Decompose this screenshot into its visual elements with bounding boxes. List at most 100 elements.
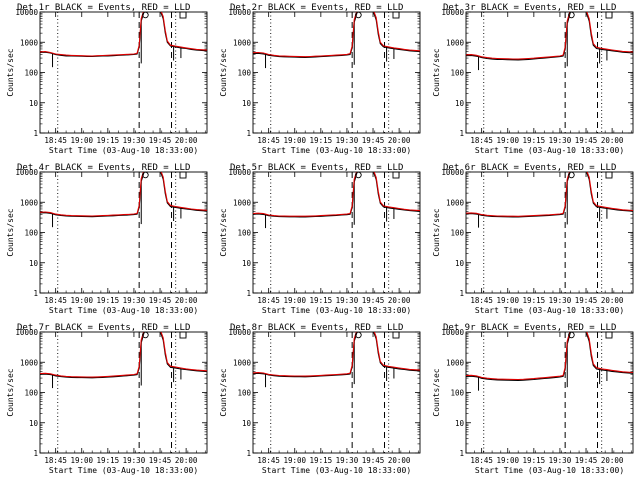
y-tick-label: 1000 [233,38,252,47]
x-tick-label: 19:15 [523,296,546,305]
x-axis-label: Start Time (03-Aug-10 18:33:00) [262,306,411,315]
x-tick-label: 19:15 [523,136,546,145]
x-tick-label: 20:00 [388,136,411,145]
x-tick-label: 19:45 [149,136,172,145]
y-tick-label: 10 [455,419,465,428]
y-tick-label: 10 [455,259,465,268]
circle-marker [355,171,362,179]
y-tick-label: 1 [33,289,38,298]
y-tick-label: 1000 [446,198,465,207]
plot-content [40,172,207,293]
x-tick-label: 19:00 [283,456,306,465]
x-tick-label: 18:45 [257,296,280,305]
detector-panel-5: Det 5r BLACK = Events, RED = LLD 1 10 100 10… [213,160,426,320]
y-tick-label: 100 [237,389,251,398]
circle-marker [142,331,149,339]
x-tick-label: 19:30 [549,296,572,305]
square-marker [392,331,400,339]
lld-series-line [466,332,633,381]
y-tick-label: 10000 [441,8,464,17]
detector-panel-4: Det 4r BLACK = Events, RED = LLD 1 10 100 10… [0,160,213,320]
events-series-line [253,12,420,58]
circle-marker [568,11,575,19]
x-axis-label: Start Time (03-Aug-10 18:33:00) [49,466,198,475]
x-tick-label: 19:30 [336,136,359,145]
lld-series-line [466,172,633,217]
y-axis-label: Counts/sec [6,208,15,256]
y-tick-label: 1000 [20,198,39,207]
x-tick-label: 19:45 [149,456,172,465]
plot-frame [465,171,634,294]
circle-marker [355,11,362,19]
x-tick-label: 19:15 [97,456,120,465]
plot-content [253,12,420,133]
x-axis-label: Start Time (03-Aug-10 18:33:00) [475,466,624,475]
panel-chart: Det 1r BLACK = Events, RED = LLD 1 10 100 10… [6,3,208,155]
x-tick-label: 18:45 [470,296,493,305]
plot-content [466,172,633,293]
plot-frame [252,331,421,454]
y-tick-label: 1000 [446,358,465,367]
panel-chart: Det 4r BLACK = Events, RED = LLD 1 10 100 10… [6,163,208,315]
lld-series-line [466,12,633,60]
panel-chart: Det 2r BLACK = Events, RED = LLD 1 10 100 10… [219,3,421,155]
x-tick-label: 20:00 [601,136,624,145]
x-tick-label: 20:00 [175,296,198,305]
x-tick-label: 20:00 [175,456,198,465]
panel-title: Det 3r BLACK = Events, RED = LLD [443,3,616,13]
x-tick-label: 19:30 [123,456,146,465]
panel-title: Det 1r BLACK = Events, RED = LLD [17,3,190,13]
x-axis-label: Start Time (03-Aug-10 18:33:00) [49,146,198,155]
panel-title: Det 6r BLACK = Events, RED = LLD [443,163,616,173]
y-tick-label: 10 [455,99,465,108]
panel-chart: Det 5r BLACK = Events, RED = LLD 1 10 100 10… [219,163,421,315]
plot-content [40,332,207,453]
x-tick-label: 19:30 [549,136,572,145]
x-tick-label: 18:45 [470,456,493,465]
y-tick-label: 1000 [20,358,39,367]
y-tick-label: 10 [29,259,39,268]
y-tick-label: 100 [24,229,38,238]
y-tick-label: 1000 [233,358,252,367]
y-tick-label: 10000 [15,168,38,177]
y-tick-label: 10000 [228,328,251,337]
x-tick-label: 18:45 [44,296,67,305]
panel-title: Det 8r BLACK = Events, RED = LLD [230,323,403,333]
x-tick-label: 19:30 [336,296,359,305]
circle-marker [142,11,149,19]
plot-content [40,12,207,133]
y-axis-label: Counts/sec [6,368,15,416]
y-tick-label: 10 [29,99,39,108]
plot-frame [252,11,421,134]
x-tick-label: 19:45 [362,296,385,305]
x-tick-label: 19:30 [123,296,146,305]
y-tick-label: 10000 [228,168,251,177]
detector-panel-9: Det 9r BLACK = Events, RED = LLD 1 10 100 10… [426,320,639,480]
panel-title: Det 7r BLACK = Events, RED = LLD [17,323,190,333]
events-series-line [40,172,207,218]
x-tick-label: 19:15 [310,456,333,465]
circle-marker [568,331,575,339]
y-tick-label: 1 [459,289,464,298]
plot-frame [39,171,208,294]
y-tick-label: 10 [242,99,252,108]
plot-content [466,12,633,133]
x-tick-label: 20:00 [175,136,198,145]
plot-frame [252,171,421,294]
square-marker [392,171,400,179]
y-tick-label: 100 [450,229,464,238]
x-tick-label: 19:00 [496,296,519,305]
y-tick-label: 1 [459,129,464,138]
x-tick-label: 20:00 [388,456,411,465]
square-marker [392,11,400,19]
events-series-line [40,332,207,379]
y-tick-label: 10000 [441,328,464,337]
y-axis-label: Counts/sec [432,48,441,96]
plot-frame [39,11,208,134]
events-series-line [253,172,420,218]
y-tick-label: 1000 [20,38,39,47]
lld-series-line [40,172,207,217]
plot-content [253,172,420,293]
x-tick-label: 18:45 [44,456,67,465]
